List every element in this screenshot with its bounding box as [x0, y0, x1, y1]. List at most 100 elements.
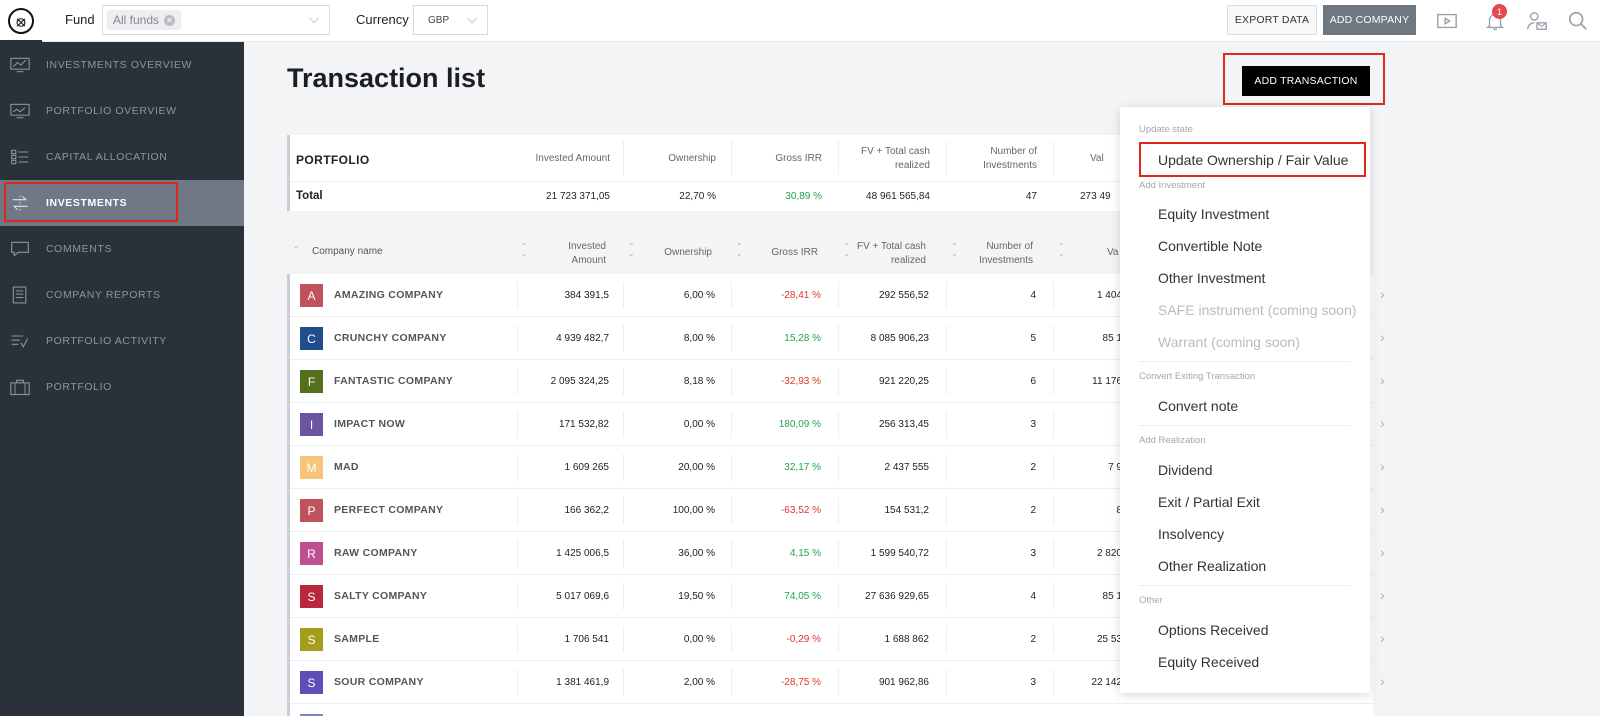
cell-irr: -32,93 %: [780, 376, 821, 387]
chevron-right-icon[interactable]: ›: [1380, 415, 1385, 431]
video-play-icon[interactable]: [1436, 10, 1458, 32]
chevron-right-icon[interactable]: ›: [1380, 458, 1385, 474]
sort-icon[interactable]: ⌃ ⌄: [843, 242, 850, 258]
cell-invested: 2 095 324,25: [550, 376, 609, 387]
cell-irr: -28,75 %: [780, 677, 821, 688]
currency-label: Currency: [356, 12, 409, 27]
company-name[interactable]: SAMPLE: [334, 633, 380, 645]
sidebar-item-capital-allocation[interactable]: CAPITAL ALLOCATION: [0, 134, 244, 180]
sort-icon[interactable]: ⌃ ⌄: [628, 242, 635, 258]
chip-remove-icon[interactable]: ✕: [164, 14, 176, 26]
company-name[interactable]: SALTY COMPANY: [334, 590, 428, 602]
menu-item-options-received[interactable]: Options Received: [1158, 622, 1269, 638]
cell-val: 7 9: [1108, 462, 1122, 473]
cell-invested: 1 381 461,9: [556, 677, 609, 688]
header-company-name[interactable]: Company name: [312, 246, 383, 257]
company-name[interactable]: AMAZING COMPANY: [334, 289, 444, 301]
fund-chip-label: All funds: [113, 13, 160, 27]
sort-icon[interactable]: ⌃ ⌄: [951, 242, 958, 258]
header-fv-col[interactable]: FV + Total cash realized: [856, 241, 926, 266]
cell-invested: 171 532,82: [558, 419, 609, 430]
menu-item-convertible-note[interactable]: Convertible Note: [1158, 238, 1263, 254]
briefcase-icon: [10, 379, 30, 396]
menu-item-exit[interactable]: Exit / Partial Exit: [1158, 494, 1260, 510]
menu-item-dividend[interactable]: Dividend: [1158, 462, 1213, 478]
currency-value: GBP: [428, 15, 450, 26]
sidebar-item-portfolio[interactable]: PORTFOLIO: [0, 364, 244, 410]
header-ownership-col[interactable]: Ownership: [664, 247, 712, 258]
chevron-right-icon[interactable]: ›: [1380, 673, 1385, 689]
menu-item-insolvency[interactable]: Insolvency: [1158, 526, 1225, 542]
header-count-col[interactable]: Number of Investments: [979, 241, 1033, 266]
menu-item-other-investment[interactable]: Other Investment: [1158, 270, 1266, 286]
company-name[interactable]: MAD: [334, 461, 359, 473]
menu-item-update-ownership[interactable]: Update Ownership / Fair Value: [1158, 152, 1349, 168]
sidebar-item-portfolio-overview[interactable]: PORTFOLIO OVERVIEW: [0, 88, 244, 134]
header-irr-col[interactable]: Gross IRR: [771, 247, 818, 258]
sidebar-item-label: PORTFOLIO ACTIVITY: [46, 335, 167, 347]
currency-select[interactable]: GBP ⌵: [413, 5, 488, 35]
chevron-down-icon[interactable]: ⌵: [467, 11, 477, 26]
header-val-col[interactable]: Va: [1107, 247, 1119, 258]
cell-count: 4: [1030, 290, 1036, 301]
cell-count: 3: [1030, 419, 1036, 430]
cell-invested: 166 362,2: [564, 505, 610, 516]
menu-item-equity-investment[interactable]: Equity Investment: [1158, 206, 1270, 222]
cell-ownership: 0,00 %: [683, 634, 715, 645]
menu-item-convert-note[interactable]: Convert note: [1158, 398, 1239, 414]
menu-item-other-realization[interactable]: Other Realization: [1158, 558, 1267, 574]
chevron-right-icon[interactable]: ›: [1380, 329, 1385, 345]
chevron-right-icon[interactable]: ›: [1380, 372, 1385, 388]
table-row[interactable]: [290, 704, 1373, 716]
header-invested-amount: Invested Amount: [535, 153, 611, 164]
sidebar-item-portfolio-activity[interactable]: PORTFOLIO ACTIVITY: [0, 318, 244, 364]
export-data-button[interactable]: EXPORT DATA: [1227, 5, 1317, 35]
company-name[interactable]: SOUR COMPANY: [334, 676, 424, 688]
fund-select[interactable]: All funds ✕ ⌵: [102, 5, 330, 35]
cell-val: 85 1: [1102, 591, 1122, 602]
add-company-button[interactable]: ADD COMPANY: [1323, 5, 1416, 35]
chevron-right-icon[interactable]: ›: [1380, 544, 1385, 560]
cell-count: 2: [1030, 634, 1036, 645]
sort-icon[interactable]: ⌃ ⌄: [521, 242, 528, 258]
company-name[interactable]: CRUNCHY COMPANY: [334, 332, 447, 344]
chevron-right-icon[interactable]: ›: [1380, 286, 1385, 302]
search-icon[interactable]: [1567, 10, 1589, 32]
sidebar-item-comments[interactable]: COMMENTS: [0, 226, 244, 272]
menu-item-equity-received[interactable]: Equity Received: [1158, 654, 1260, 670]
sidebar-item-investments[interactable]: INVESTMENTS: [0, 180, 244, 226]
cell-invested: 384 391,5: [564, 290, 610, 301]
menu-item-warrant: Warrant (coming soon): [1158, 334, 1300, 350]
portfolio-title: PORTFOLIO: [296, 153, 370, 167]
header-invested[interactable]: Invested Amount: [568, 241, 606, 266]
company-avatar: P: [300, 499, 323, 522]
user-mail-icon[interactable]: [1526, 10, 1548, 32]
sort-icon[interactable]: ⌃ ⌄: [736, 242, 743, 258]
sort-icon[interactable]: ⌃ ⌄: [1058, 242, 1065, 258]
cell-fv: 1 688 862: [884, 634, 930, 645]
document-icon: [12, 286, 27, 304]
chevron-right-icon[interactable]: ›: [1380, 630, 1385, 646]
total-invested: 21 723 371,05: [546, 191, 610, 202]
app-logo-icon[interactable]: ⦻: [8, 8, 34, 34]
company-name[interactable]: RAW COMPANY: [334, 547, 418, 559]
cell-fv: 2 437 555: [884, 462, 930, 473]
sidebar-item-label: PORTFOLIO: [46, 381, 112, 393]
add-transaction-button[interactable]: ADD TRANSACTION: [1242, 66, 1370, 96]
sort-up-icon[interactable]: ⌃: [293, 245, 300, 254]
cell-irr: 4,15 %: [789, 548, 821, 559]
allocation-list-icon: [11, 149, 29, 165]
cell-ownership: 36,00 %: [678, 548, 715, 559]
company-name[interactable]: IMPACT NOW: [334, 418, 406, 430]
chevron-right-icon[interactable]: ›: [1380, 587, 1385, 603]
sidebar-item-company-reports[interactable]: COMPANY REPORTS: [0, 272, 244, 318]
company-name[interactable]: FANTASTIC COMPANY: [334, 375, 454, 387]
add-transaction-menu: Update state Update Ownership / Fair Val…: [1120, 107, 1370, 693]
company-name[interactable]: PERFECT COMPANY: [334, 504, 444, 516]
chevron-down-icon[interactable]: ⌵: [309, 11, 319, 26]
company-avatar: S: [300, 585, 323, 608]
cell-ownership: 19,50 %: [678, 591, 715, 602]
sidebar-item-investments-overview[interactable]: INVESTMENTS OVERVIEW: [0, 42, 244, 88]
chevron-right-icon[interactable]: ›: [1380, 501, 1385, 517]
menu-divider: [1139, 585, 1351, 586]
